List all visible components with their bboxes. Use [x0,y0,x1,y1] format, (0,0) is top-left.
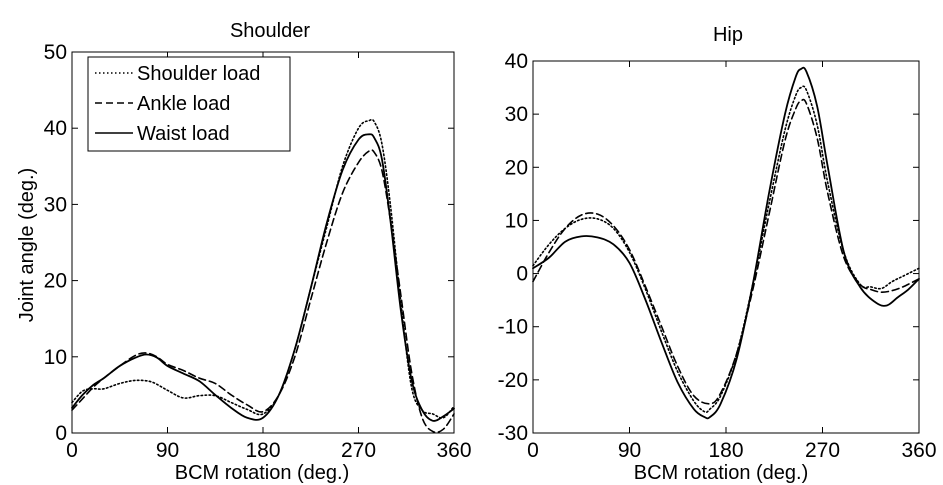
shoulder-title: Shoulder [230,20,310,42]
shoulder-series-waist-load [71,133,455,422]
hip-ytick-label: 30 [505,103,528,126]
shoulder-ytick-label: 40 [44,117,67,140]
hip-xtick-label: 90 [618,439,641,462]
hip-title: Hip [713,24,743,46]
shoulder-ytick-label: 0 [55,422,67,445]
hip-ticks: 0 90 180 270 360 -30 -20 -10 0 10 20 30 40 [498,50,937,462]
shoulder-ticks: 0 90 180 270 360 0 10 20 30 40 50 [44,41,472,462]
shoulder-series [71,118,455,434]
hip-series-ankle-load [532,98,920,405]
shoulder-xlabel: BCM rotation (deg.) [175,462,350,484]
shoulder-panel: Shoulder Joint angle (deg.) BCM rotation… [16,20,472,484]
hip-xtick-label: 0 [527,439,539,462]
shoulder-plot-frame [71,51,455,434]
hip-ytick-label: -10 [498,316,528,339]
shoulder-xtick-label: 180 [245,439,280,462]
hip-ytick-label: 0 [516,263,528,286]
hip-series [532,66,920,420]
hip-xtick-label: 270 [805,439,840,462]
shoulder-ytick-label: 30 [44,193,67,216]
shoulder-xtick-label: 270 [341,439,376,462]
hip-xtick-label: 360 [901,439,936,462]
shoulder-ytick-label: 50 [44,41,67,64]
hip-ytick-label: 40 [505,50,528,73]
hip-plot-frame [532,60,920,434]
hip-xlabel: BCM rotation (deg.) [634,462,809,484]
shoulder-xtick-label: 90 [156,439,179,462]
hip-ytick-label: 10 [505,209,528,232]
hip-panel: Hip BCM rotation (deg.) 0 90 180 270 360 -30 -… [498,24,937,484]
shoulder-ylabel: Joint angle (deg.) [16,168,38,323]
shoulder-ytick-label: 10 [44,346,67,369]
shoulder-xtick-label: 360 [436,439,471,462]
shoulder-ytick-label: 20 [44,270,67,293]
shoulder-xtick-label: 0 [66,439,78,462]
legend: Shoulder load Ankle load Waist load [87,56,291,152]
hip-ytick-label: -20 [498,369,528,392]
legend-label-ankle-load: Ankle load [137,93,230,115]
legend-box [87,56,291,152]
hip-ytick-label: 20 [505,156,528,179]
hip-ytick-label: -30 [498,422,528,445]
shoulder-series-ankle-load [71,149,455,434]
hip-series-waist-load [532,66,920,420]
legend-label-shoulder-load: Shoulder load [137,63,260,85]
legend-label-waist-load: Waist load [137,123,230,145]
hip-xtick-label: 180 [708,439,743,462]
